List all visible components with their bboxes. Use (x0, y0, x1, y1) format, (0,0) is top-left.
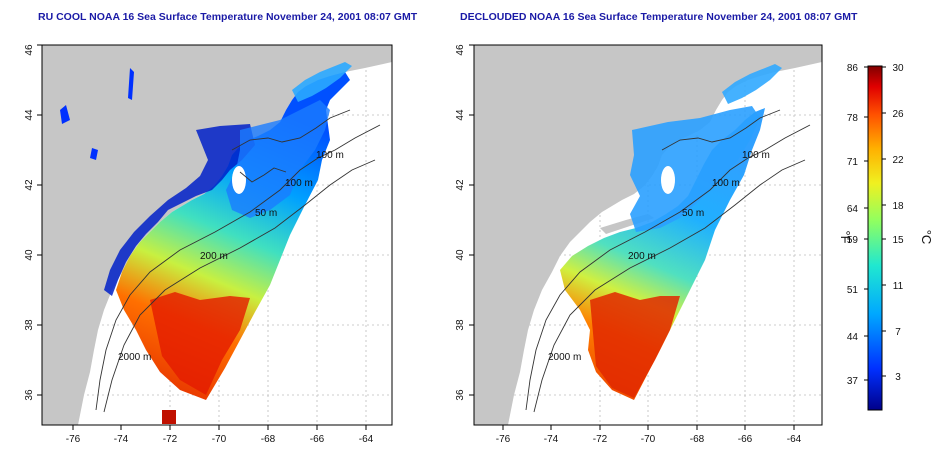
colorbar-c-tick: 30 (892, 63, 904, 74)
right-map-title: DECLOUDED NOAA 16 Sea Surface Temperatur… (460, 11, 858, 23)
right-spot (661, 166, 675, 194)
right-land-mass (474, 45, 822, 425)
left-contour-label-50m: 50 m (255, 208, 277, 219)
left-map-panel: 100 m 50 m 200 m 100 m 2000 m -76 -74 -7… (24, 44, 393, 445)
right-lat-tick: 44 (455, 109, 466, 121)
left-land-mass (42, 45, 392, 425)
left-warm-core (150, 292, 250, 395)
left-red-fleck (162, 410, 176, 424)
colorbar-f-tick: 51 (847, 285, 859, 296)
left-lon-tick: -66 (310, 434, 325, 445)
colorbar: 86 78 71 64 59 51 44 37 30 26 22 18 15 1… (838, 63, 934, 411)
colorbar-f-ticks (864, 66, 868, 381)
right-lon-tick: -68 (690, 434, 705, 445)
colorbar-c-tick: 26 (892, 109, 904, 120)
right-contour-label-100m: 100 m (742, 150, 770, 161)
right-y-ticks (469, 44, 474, 396)
left-lon-tick: -68 (261, 434, 276, 445)
left-lon-tick: -64 (359, 434, 374, 445)
colorbar-f-tick: 64 (847, 204, 859, 215)
right-lat-tick: 46 (455, 44, 466, 56)
right-contour-label-2000m: 2000 m (548, 352, 581, 363)
right-contour-label-100m-b: 100 m (712, 178, 740, 189)
colorbar-f-tick: 71 (847, 157, 859, 168)
left-lat-tick: 42 (24, 179, 35, 191)
colorbar-c-tick: 22 (892, 155, 904, 166)
right-bathymetry (525, 109, 811, 413)
left-x-ticks (72, 425, 367, 430)
left-bathymetry (95, 109, 381, 413)
left-cloud-edge (104, 124, 255, 296)
colorbar-fahrenheit-label: °F (838, 230, 853, 243)
right-blue-mid (630, 106, 760, 232)
left-lon-tick: -76 (66, 434, 81, 445)
left-lat-tick: 38 (24, 319, 35, 331)
left-contour-label-200m: 200 m (200, 251, 228, 262)
left-contour-label-2000m: 2000 m (118, 352, 151, 363)
right-lat-tick: 42 (455, 179, 466, 191)
colorbar-f-tick: 86 (847, 63, 859, 74)
right-lat-tick: 40 (455, 249, 466, 261)
colorbar-c-tick: 11 (893, 281, 904, 292)
right-lon-tick: -70 (641, 434, 656, 445)
right-lon-tick: -66 (738, 434, 753, 445)
colorbar-f-tick: 78 (847, 113, 859, 124)
right-lon-tick: -76 (496, 434, 511, 445)
right-lon-tick: -64 (787, 434, 802, 445)
left-maine-strip (292, 62, 352, 102)
right-contour-label-200m: 200 m (628, 251, 656, 262)
right-map-panel: 100 m 50 m 200 m 100 m 2000 m -76 -74 -7… (455, 44, 823, 445)
left-map-area: 100 m 50 m 200 m 100 m 2000 m (42, 45, 392, 425)
left-lat-tick: 44 (24, 109, 35, 121)
right-maine-strip (722, 64, 782, 104)
left-lon-tick: -70 (212, 434, 227, 445)
colorbar-c-tick: 18 (892, 201, 904, 212)
right-warm-core (590, 292, 680, 398)
right-contour-label-50m: 50 m (682, 208, 704, 219)
left-y-ticks (37, 44, 42, 396)
right-lat-tick: 36 (455, 389, 466, 401)
left-lat-tick: 46 (24, 44, 35, 56)
left-lon-tick: -72 (163, 434, 178, 445)
colorbar-gradient (867, 65, 883, 411)
left-contour-label-100m: 100 m (316, 150, 344, 161)
left-map-frame (41, 44, 393, 426)
left-mid-blue (226, 100, 330, 218)
colorbar-f-tick: 44 (847, 332, 859, 343)
left-contour-label-100m-b: 100 m (285, 178, 313, 189)
left-lat-tick: 40 (24, 249, 35, 261)
colorbar-c-ticks (882, 66, 886, 377)
left-lat-tick: 36 (24, 389, 35, 401)
right-lon-tick: -72 (593, 434, 608, 445)
colorbar-f-tick: 59 (847, 235, 859, 246)
colorbar-c-tick: 15 (892, 235, 904, 246)
right-lon-tick: -74 (544, 434, 559, 445)
right-map-area: 100 m 50 m 200 m 100 m 2000 m (474, 45, 822, 425)
left-map-title: RU COOL NOAA 16 Sea Surface Temperature … (38, 11, 418, 23)
left-lon-tick: -74 (114, 434, 129, 445)
colorbar-celsius-label: °C (919, 230, 934, 245)
colorbar-c-tick: 7 (895, 327, 901, 338)
left-spot (232, 166, 246, 194)
colorbar-c-tick: 3 (895, 372, 901, 383)
right-x-ticks (502, 425, 795, 430)
colorbar-f-tick: 37 (847, 376, 859, 387)
right-lat-tick: 38 (455, 319, 466, 331)
